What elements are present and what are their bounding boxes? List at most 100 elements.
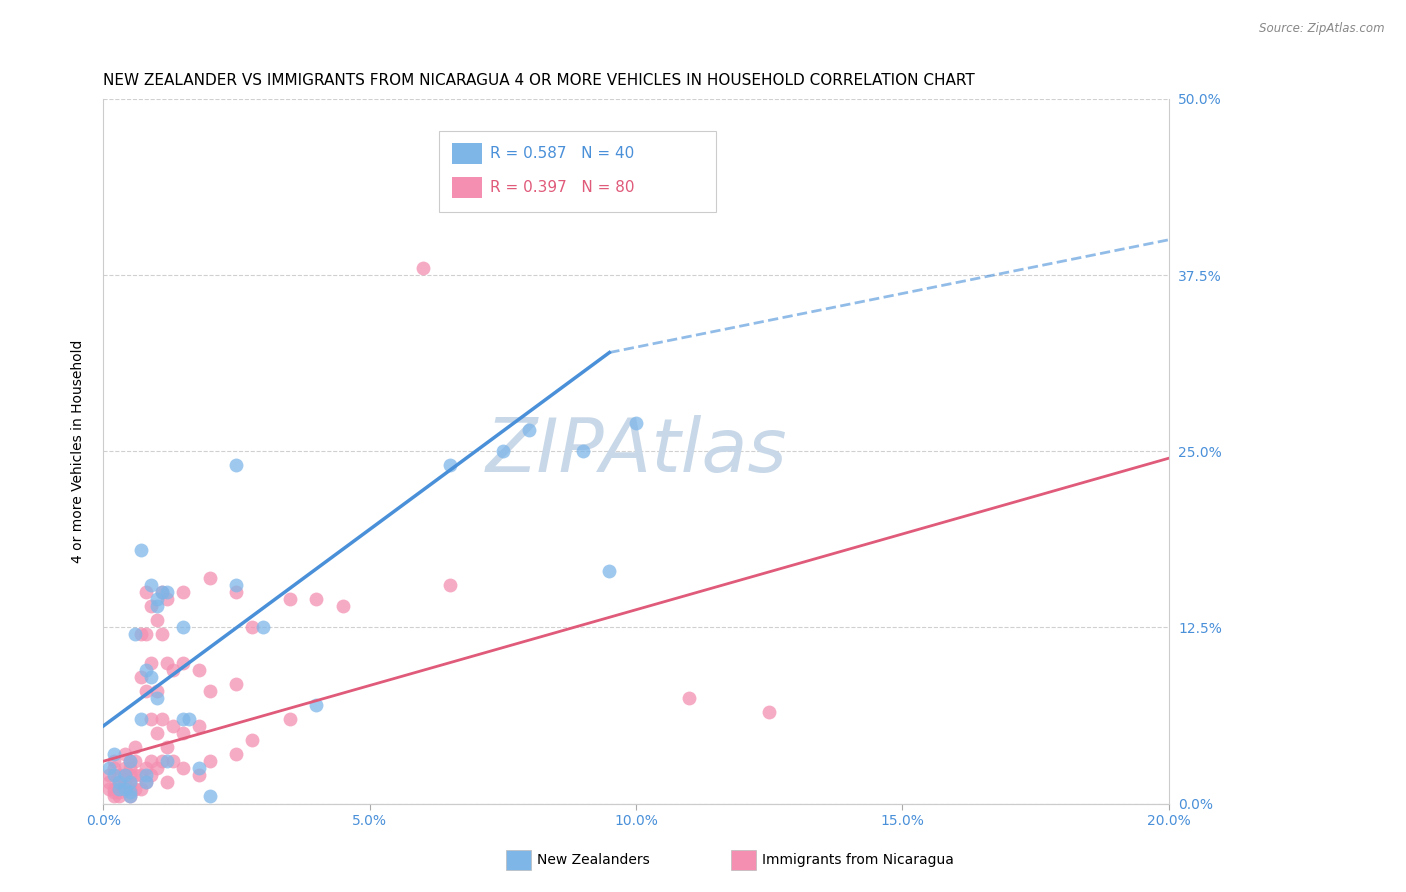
Point [332,599,354,614]
Point [150,585,173,599]
Point [150,712,173,726]
Point [108,782,131,797]
Point [141,754,163,768]
Point [135,761,157,775]
Point [172,620,194,634]
Point [141,768,163,782]
Point [598,564,620,578]
Point [135,775,157,789]
Point [108,775,131,789]
Point [198,571,221,585]
Point [242,620,264,634]
Text: R = 0.587   N = 40: R = 0.587 N = 40 [491,146,634,161]
Point [156,775,179,789]
Text: NEW ZEALANDER VS IMMIGRANTS FROM NICARAGUA 4 OR MORE VEHICLES IN HOUSEHOLD CORRE: NEW ZEALANDER VS IMMIGRANTS FROM NICARAG… [103,73,974,88]
Point [135,683,157,698]
Point [624,416,647,430]
Point [118,754,141,768]
Point [114,775,136,789]
Point [135,768,157,782]
Point [172,585,194,599]
Point [198,683,221,698]
Text: Immigrants from Nicaragua: Immigrants from Nicaragua [762,853,953,867]
Bar [451,178,481,198]
Point [198,754,221,768]
Point [156,754,179,768]
Point [124,768,146,782]
Point [156,656,179,670]
Point [108,782,131,797]
Point [145,761,167,775]
Point [439,578,461,592]
Point [242,733,264,747]
Point [118,789,141,804]
Point [97,761,120,775]
Point [225,458,247,473]
Point [141,656,163,670]
Point [114,747,136,762]
Point [145,726,167,740]
Point [129,627,152,641]
Point [156,740,179,755]
Point [571,444,593,458]
Point [412,260,434,275]
Point [145,592,167,607]
Point [141,670,163,684]
Point [108,785,131,799]
Point [129,768,152,782]
Point [278,712,301,726]
Point [150,585,173,599]
Point [156,585,179,599]
Point [129,712,152,726]
Point [124,782,146,797]
Point [118,789,141,804]
Point [145,690,167,705]
Point [519,423,541,437]
Point [278,592,301,607]
Point [145,599,167,614]
Point [103,761,125,775]
Point [129,542,152,557]
Point [145,683,167,698]
Point [135,663,157,677]
Point [103,789,125,804]
Point [124,754,146,768]
Point [103,782,125,797]
Point [124,740,146,755]
Point [97,782,120,797]
Point [118,761,141,775]
Point [225,677,247,691]
Point [172,712,194,726]
Point [162,663,184,677]
Y-axis label: 4 or more Vehicles in Household: 4 or more Vehicles in Household [72,340,86,563]
Point [225,578,247,592]
Point [114,782,136,797]
Point [118,775,141,789]
Point [188,768,211,782]
Point [114,761,136,775]
Point [305,592,328,607]
Point [114,768,136,782]
Point [162,754,184,768]
Point [124,627,146,641]
Point [198,789,221,804]
Point [108,789,131,804]
Point [188,719,211,733]
Point [172,656,194,670]
Point [172,761,194,775]
FancyBboxPatch shape [439,130,716,211]
Point [150,754,173,768]
Point [114,768,136,782]
Point [439,458,461,473]
Point [97,768,120,782]
Point [103,768,125,782]
Point [118,768,141,782]
Point [188,663,211,677]
Point [129,782,152,797]
Point [172,726,194,740]
Bar [451,144,481,164]
Point [103,785,125,799]
Text: ZIPAtlas: ZIPAtlas [485,415,787,487]
Point [129,670,152,684]
Point [225,747,247,762]
